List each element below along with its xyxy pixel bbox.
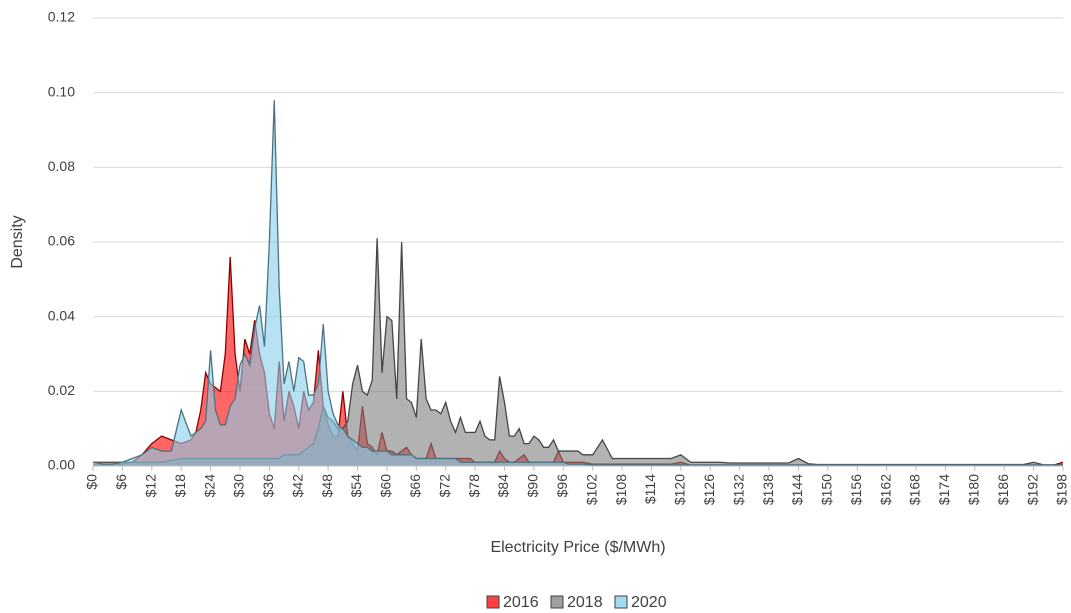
x-tick-label: $192 [1024, 474, 1040, 505]
x-tick-label: $24 [201, 474, 217, 498]
x-tick-label: $108 [613, 474, 629, 505]
x-tick-label: $42 [289, 474, 305, 498]
legend-swatch [614, 595, 628, 609]
x-tick-label: $90 [525, 474, 541, 498]
legend-swatch [550, 595, 564, 609]
x-tick-label: $132 [730, 474, 746, 505]
legend-swatch [486, 595, 500, 609]
y-tick-label: 0.08 [48, 158, 75, 174]
x-tick-label: $84 [495, 474, 511, 498]
y-tick-label: 0.10 [48, 83, 75, 99]
y-axis-title: Density [9, 215, 26, 268]
legend-label: 2018 [567, 594, 603, 611]
x-tick-label: $60 [378, 474, 394, 498]
x-tick-label: $114 [642, 474, 658, 504]
x-tick-label: $6 [113, 474, 129, 490]
x-tick-label: $150 [819, 474, 835, 505]
legend-item: 2016 [486, 594, 539, 611]
area-fill [93, 100, 1063, 466]
x-tick-label: $162 [877, 474, 893, 505]
x-tick-label: $156 [848, 474, 864, 505]
x-tick-label: $198 [1054, 474, 1070, 505]
x-tick-label: $96 [554, 474, 570, 498]
x-tick-label: $186 [995, 474, 1011, 505]
x-tick-label: $180 [966, 474, 982, 505]
x-tick-label: $144 [789, 474, 805, 505]
x-tick-label: $126 [701, 474, 717, 505]
x-tick-label: $174 [936, 474, 952, 505]
x-tick-label: $48 [319, 474, 335, 498]
legend-item: 2018 [550, 594, 603, 611]
x-tick-label: $12 [142, 474, 158, 498]
legend-item: 2020 [614, 594, 667, 611]
x-tick-label: $138 [760, 474, 776, 505]
y-tick-label: 0.06 [48, 233, 75, 249]
x-tick-label: $72 [436, 474, 452, 498]
legend-label: 2016 [503, 594, 539, 611]
y-tick-label: 0.02 [48, 382, 75, 398]
x-tick-label: $30 [231, 474, 247, 498]
area-line [92, 100, 1063, 466]
y-tick-label: 0.00 [48, 457, 75, 473]
x-tick-label: $66 [407, 474, 423, 498]
x-tick-label: $18 [172, 474, 188, 498]
y-tick-label: 0.12 [48, 9, 75, 25]
x-tick-label: $102 [583, 474, 599, 505]
x-tick-label: $120 [672, 474, 688, 505]
x-tick-label: $54 [348, 474, 364, 498]
x-tick-label: $36 [260, 474, 276, 498]
x-tick-label: $78 [466, 474, 482, 498]
x-axis-title: Electricity Price ($/MWh) [490, 539, 665, 556]
legend-label: 2020 [631, 594, 667, 611]
x-tick-label: $0 [84, 474, 100, 490]
y-tick-label: 0.04 [48, 307, 75, 323]
x-tick-label: $168 [907, 474, 923, 505]
